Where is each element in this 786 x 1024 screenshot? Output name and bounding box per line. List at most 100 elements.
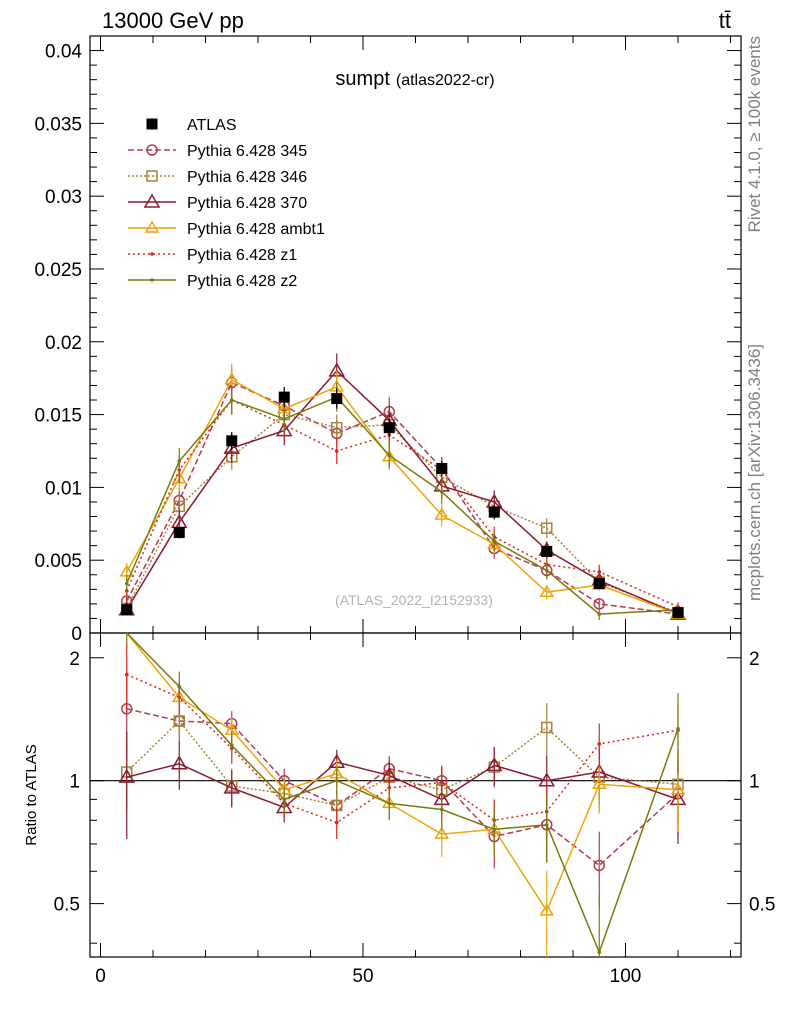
series-5-point: [387, 453, 392, 458]
series-5-point: [544, 568, 549, 573]
series-5-ratio-point: [229, 743, 234, 748]
series-5-ratio-point: [492, 827, 497, 832]
series-5-point: [282, 417, 287, 421]
series-1-ratio-point: [173, 715, 185, 727]
series-5-ratio: [126, 632, 680, 957]
legend-marker: [150, 278, 154, 282]
legend-label: Pythia 6.428 z1: [187, 247, 297, 264]
legend-marker: [144, 220, 160, 233]
y-tick-label: 0.02: [45, 333, 82, 354]
series-2-ratio-point: [223, 779, 241, 794]
series-3-ratio-point: [434, 826, 450, 839]
series-1-ratio-point: [541, 721, 553, 734]
series-3-ratio: [126, 632, 686, 957]
series-4-point: [597, 570, 602, 574]
atlas-point: [541, 545, 553, 557]
series-5-ratio-point: [439, 807, 444, 812]
y-tick-label: 0.025: [34, 260, 82, 281]
series-3-point: [224, 372, 240, 385]
atlas-point: [121, 604, 133, 616]
legend-label: Pythia 6.428 346: [187, 169, 307, 186]
series-0-ratio-line: [126, 708, 679, 867]
y-tick-label: 0.01: [45, 478, 82, 499]
atlas-point: [226, 435, 238, 447]
rivet-label: Rivet 4.1.0, ≥ 100k events: [745, 36, 764, 232]
series-5-ratio-point: [597, 950, 602, 955]
x-tick-label: 0: [95, 966, 106, 987]
chart-title: sumpt (atlas2022-cr): [335, 68, 494, 90]
y-tick-label: 0.035: [34, 114, 82, 135]
series-4-ratio-point: [597, 742, 602, 746]
ratio-tick-label: 1: [69, 772, 80, 793]
series-5-ratio-point: [334, 778, 339, 783]
final-state-label: tt̄: [719, 8, 731, 33]
legend-label: Pythia 6.428 345: [187, 143, 307, 160]
atlas-point: [672, 607, 684, 619]
legend-marker: [146, 144, 158, 156]
series-4-ratio-point: [439, 780, 444, 785]
ratio-tick-label: 0.5: [54, 895, 80, 916]
legend-atlas-label: ATLAS: [187, 117, 237, 134]
series-5-point: [229, 398, 234, 402]
atlas-point: [173, 527, 185, 539]
ratio-tick-label-right: 0.5: [749, 895, 775, 916]
ratio-tick-label: 2: [69, 649, 80, 670]
series-5-ratio-point: [544, 822, 549, 827]
series-5-ratio-point: [676, 726, 680, 731]
ratio-panel-frame: [89, 632, 742, 958]
series-3-ratio-point: [670, 782, 686, 795]
series-2-point: [223, 439, 241, 454]
series-4-ratio-line: [126, 673, 679, 824]
series-5-ratio-point: [387, 801, 392, 806]
atlas-point: [331, 393, 343, 405]
series-2-ratio-point: [118, 768, 136, 783]
y-tick-label: 0: [71, 624, 82, 645]
series-5-point: [492, 539, 497, 544]
series-2-line: [126, 369, 679, 615]
atlas-point: [488, 506, 500, 518]
y-tick-label: 0.005: [34, 551, 82, 572]
series-4-ratio: [124, 643, 680, 844]
series-5-ratio-point: [177, 684, 182, 689]
legend-entry-5: Pythia 6.428 z2: [128, 273, 297, 290]
legend-label: Pythia 6.428 ambt1: [187, 221, 325, 238]
legend-marker: [143, 193, 161, 208]
series-2-ratio-point: [538, 772, 556, 787]
legend-entry-4: Pythia 6.428 z1: [128, 247, 297, 264]
series-3-ratio-point: [591, 776, 607, 790]
ratio-ylabel: Ratio to ATLAS: [23, 744, 40, 845]
analysis-id: (ATLAS_2022_I2152933): [335, 592, 493, 608]
legend-entry-0: Pythia 6.428 345: [128, 143, 307, 160]
legend-entry-2: Pythia 6.428 370: [128, 193, 307, 212]
atlas-point: [383, 422, 395, 434]
series-5-ratio-point: [282, 797, 287, 802]
series-3-point: [434, 507, 450, 520]
atlas-point: [593, 577, 605, 589]
legend-entry-atlas: ATLAS: [146, 117, 237, 134]
series-5-point: [177, 459, 182, 463]
series-0-ratio-point: [593, 859, 605, 872]
legend-label: Pythia 6.428 z2: [187, 273, 297, 290]
series-4-point: [334, 449, 339, 453]
x-tick-label: 50: [352, 966, 373, 987]
series-3-ratio-point: [539, 903, 555, 916]
series-2-ratio-point: [485, 756, 503, 772]
atlas-point: [436, 462, 448, 474]
legend-atlas-marker: [146, 118, 158, 130]
series-1-point: [331, 421, 343, 434]
atlas-point: [278, 391, 290, 403]
series-1-ratio-line: [126, 719, 679, 807]
ratio-tick-label-right: 1: [749, 772, 760, 793]
main-series: [118, 353, 687, 620]
legend-marker: [146, 170, 158, 182]
series-5-point: [124, 581, 129, 586]
legend-entry-3: Pythia 6.428 ambt1: [128, 220, 325, 238]
main-axes: 0 0.005 0.01 0.015 0.02 0.025 0.03 0.035 0.04: [34, 36, 741, 645]
series-5-point: [439, 489, 444, 494]
ratio-axes: 0 50 100 0.5 0.5 1 1 2 2: [54, 633, 775, 987]
series-2-ratio-point: [170, 755, 188, 770]
y-tick-label: 0.03: [45, 187, 82, 208]
mcplots-label: mcplots.cern.ch [arXiv:1306.3436]: [745, 344, 764, 601]
series-3-point: [539, 584, 555, 597]
